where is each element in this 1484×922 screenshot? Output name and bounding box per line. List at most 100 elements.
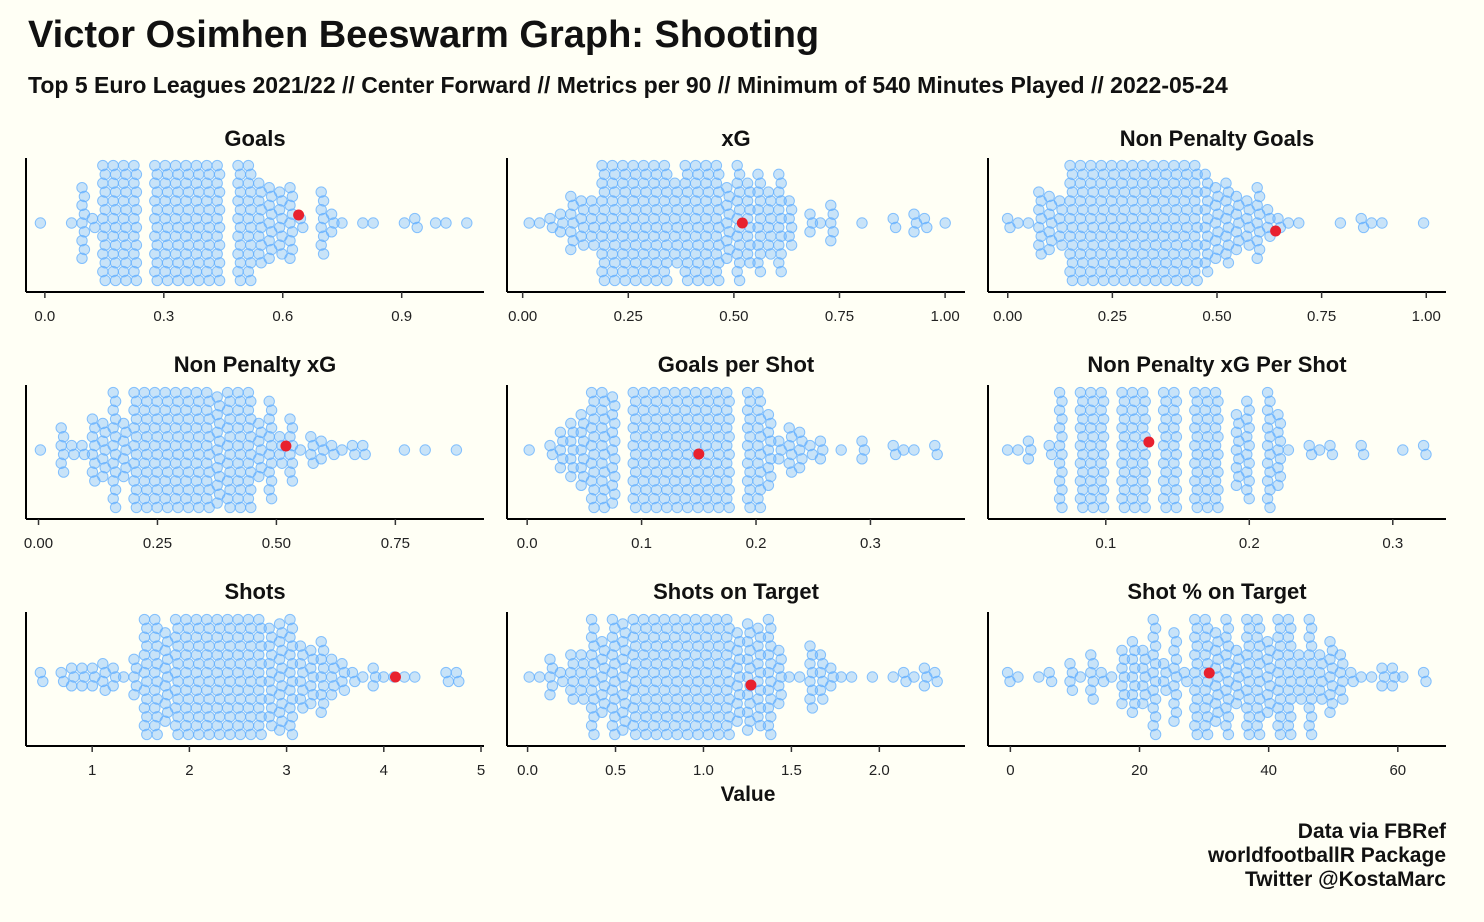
swarm-point — [203, 274, 215, 287]
swarm-point — [286, 693, 299, 705]
swarm-point — [263, 622, 275, 635]
swarm-point — [1274, 640, 1287, 652]
swarm-point — [398, 444, 411, 456]
swarm-point — [1137, 644, 1149, 657]
swarm-point — [1116, 697, 1128, 710]
swarm-point — [1053, 386, 1066, 399]
chart-title: Victor Osimhen Beeswarm Graph: Shooting — [28, 14, 820, 56]
swarm-point — [68, 671, 80, 683]
swarm-point — [744, 448, 756, 461]
swarm-point — [1230, 479, 1243, 492]
swarm-point — [159, 230, 171, 242]
swarm-point — [640, 640, 652, 652]
swarm-point — [1264, 501, 1276, 514]
swarm-point — [128, 475, 140, 487]
swarm-point — [193, 168, 205, 181]
swarm-point — [557, 675, 569, 688]
swarm-point — [221, 492, 234, 505]
swarm-point — [1129, 448, 1141, 461]
swarm-point — [825, 234, 837, 247]
swarm-point — [1126, 671, 1139, 683]
swarm-point — [265, 649, 278, 661]
swarm-point — [1261, 475, 1274, 487]
swarm-point — [224, 640, 236, 652]
swarm-point — [242, 475, 255, 487]
swarm-point — [1201, 484, 1214, 496]
panel-5: Non Penalty xG Per Shot 0.1 0.2 0.3 — [987, 352, 1446, 552]
swarm-point — [286, 622, 299, 635]
swarm-point — [1095, 265, 1107, 278]
swarm-point — [307, 688, 319, 701]
swarm-point — [213, 221, 226, 234]
swarm-point — [1126, 653, 1139, 666]
swarm-point — [1209, 252, 1222, 265]
swarm-point — [193, 658, 205, 670]
swarm-point — [606, 613, 619, 626]
swarm-point — [577, 453, 590, 465]
swarm-point — [1243, 728, 1255, 741]
swarm-point — [804, 208, 816, 220]
swarm-point — [681, 501, 694, 514]
swarm-point — [1043, 439, 1055, 452]
swarm-point — [245, 239, 257, 251]
swarm-point — [762, 204, 775, 216]
swarm-point — [398, 217, 411, 229]
swarm-point — [762, 719, 775, 732]
swarm-point — [1264, 697, 1276, 710]
swarm-point — [128, 688, 140, 701]
swarm-point — [1241, 395, 1253, 408]
swarm-point — [585, 649, 598, 661]
swarm-point — [76, 439, 88, 452]
swarm-point — [1417, 217, 1430, 229]
swarm-point — [1168, 697, 1180, 710]
swarm-point — [640, 693, 652, 705]
swarm-point — [1147, 719, 1159, 732]
swarm-point — [1108, 274, 1120, 287]
swarm-point — [658, 230, 671, 242]
swarm-point — [679, 613, 691, 626]
swarm-point — [658, 613, 671, 626]
panel-title: Non Penalty xG Per Shot — [1087, 352, 1347, 377]
swarm-point — [1116, 644, 1128, 657]
swarm-point — [775, 671, 787, 683]
swarm-point — [1045, 675, 1058, 688]
swarm-point — [648, 439, 660, 452]
swarm-point — [1097, 257, 1110, 269]
swarm-point — [1337, 693, 1349, 705]
swarm-point — [190, 702, 203, 714]
x-tick-label: 1.5 — [781, 762, 802, 779]
panel-0: Goals 0.0 0.3 0.6 0.9 — [25, 126, 484, 325]
swarm-point — [1230, 226, 1243, 238]
swarm-point — [1365, 217, 1378, 229]
x-tick-label: 0.5 — [605, 762, 626, 779]
swarm-point — [190, 177, 203, 189]
swarm-point — [609, 453, 621, 465]
swarm-point — [255, 728, 267, 741]
swarm-point — [1209, 644, 1222, 657]
swarm-point — [190, 404, 203, 416]
swarm-point — [588, 728, 600, 741]
swarm-point — [1324, 706, 1336, 719]
swarm-point — [317, 195, 330, 207]
swarm-point — [1160, 448, 1172, 461]
swarm-point — [1303, 631, 1315, 643]
swarm-point — [442, 675, 455, 688]
panel-8: Shot % on Target 0 20 40 60 — [987, 579, 1446, 779]
swarm-point — [263, 675, 275, 688]
swarm-point — [671, 257, 683, 269]
swarm-point — [1274, 658, 1287, 670]
swarm-point — [117, 195, 130, 207]
swarm-point — [629, 728, 642, 741]
swarm-point — [1365, 671, 1378, 683]
swarm-point — [1181, 204, 1193, 216]
swarm-point — [1139, 274, 1151, 287]
x-tick-label: 0.0 — [34, 308, 55, 325]
swarm-point — [856, 453, 868, 465]
swarm-point — [606, 649, 619, 661]
swarm-point — [681, 622, 694, 635]
swarm-point — [1199, 492, 1211, 505]
swarm-point — [1212, 208, 1224, 220]
x-tick-label: 0.1 — [631, 535, 652, 552]
swarm-point — [658, 248, 671, 260]
swarm-point — [1095, 666, 1107, 679]
